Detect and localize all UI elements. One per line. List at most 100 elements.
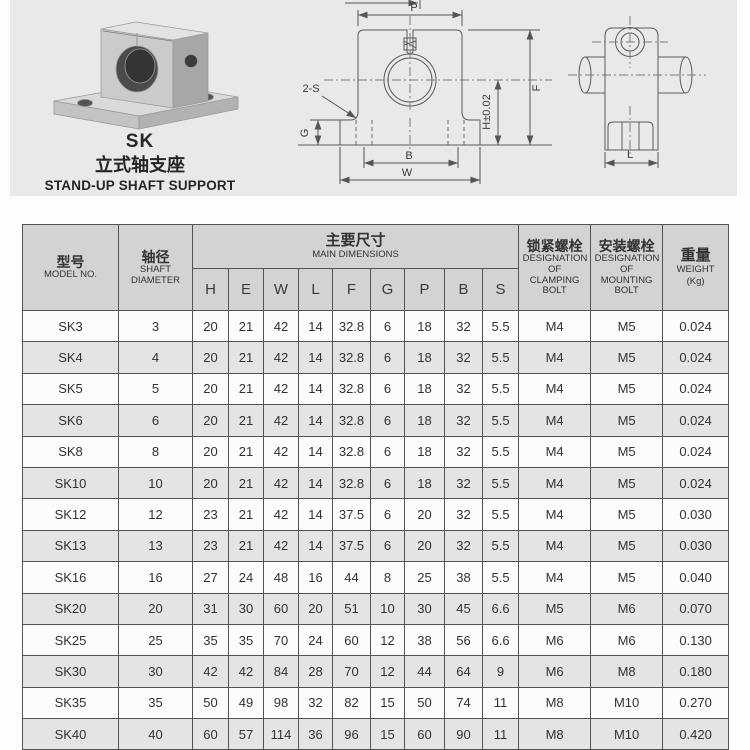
table-cell: SK16 [22, 561, 119, 594]
table-cell: 6 [370, 341, 405, 374]
table-cell: 18 [404, 466, 445, 500]
table-cell: SK4 [22, 341, 119, 374]
table-cell: 20 [192, 435, 229, 468]
table-cell: 32 [444, 372, 483, 406]
spec-table-head: 型号 MODEL NO. 轴径 SHAFT DIAMETER 主要尺寸 MAIN… [22, 224, 730, 311]
table-cell: M4 [518, 561, 592, 594]
table-cell: 0.030 [662, 498, 730, 531]
table-row: SK13 13 23 21 42 14 37.5 6 20 32 5.5 M4 M5 0.030 [22, 529, 730, 563]
table-cell: 0.180 [662, 655, 730, 688]
dim-letter-h: H [192, 268, 229, 311]
table-cell: 70 [263, 623, 299, 657]
col-header-shaft-cn: 轴径 [141, 248, 170, 265]
table-cell: 37.5 [332, 498, 371, 531]
col-header-mounting-en: DESIGNATION OF MOUNTING BOLT [594, 252, 660, 297]
table-cell: M4 [518, 435, 592, 468]
table-cell: 32.8 [332, 466, 371, 500]
table-cell: 51 [332, 592, 371, 625]
table-cell: SK35 [22, 686, 119, 720]
table-cell: 42 [263, 372, 299, 406]
table-row: SK6 6 20 21 42 14 32.8 6 18 32 5.5 M4 M5 0.024 [22, 404, 730, 437]
table-cell: SK25 [22, 623, 119, 657]
table-cell: 10 [118, 466, 193, 500]
table-cell: 42 [192, 655, 229, 688]
table-cell: 6 [370, 435, 405, 468]
table-cell: 20 [404, 529, 445, 563]
table-cell: 21 [228, 498, 264, 531]
table-cell: 20 [192, 309, 229, 343]
table-cell: 32.8 [332, 309, 371, 343]
table-cell: SK30 [22, 655, 119, 688]
table-row: SK4 4 20 21 42 14 32.8 6 18 32 5.5 M4 M5 0.024 [22, 341, 730, 374]
table-cell: 57 [228, 718, 264, 750]
table-cell: 0.024 [662, 435, 730, 468]
table-row: SK10 10 20 21 42 14 32.8 6 18 32 5.5 M4 M5 0.024 [22, 466, 730, 500]
table-cell: 32 [444, 498, 483, 531]
table-cell: 5.5 [481, 341, 520, 374]
table-row: SK25 25 35 35 70 24 60 12 38 56 6.6 M6 M6 0.130 [22, 623, 730, 657]
table-cell: 32 [444, 529, 483, 563]
table-cell: 50 [192, 686, 229, 720]
table-cell: 60 [263, 592, 299, 625]
table-cell: 5 [118, 372, 193, 406]
dim-letter-s: S [481, 268, 520, 311]
table-cell: 8 [370, 561, 405, 594]
table-cell: 15 [370, 686, 405, 720]
table-cell: 23 [192, 529, 229, 563]
table-cell: 16 [298, 561, 333, 594]
dim-letter-g: G [370, 268, 405, 311]
table-cell: 5.5 [481, 466, 520, 500]
table-row: SK3 3 20 21 42 14 32.8 6 18 32 5.5 M4 M5 0.024 [22, 309, 730, 343]
table-cell: 9 [481, 655, 520, 688]
table-cell: 21 [228, 466, 264, 500]
table-cell: M4 [518, 529, 592, 563]
table-row: SK35 35 50 49 98 32 82 15 50 74 11 M8 M10 0.270 [22, 686, 730, 720]
dim-letter-l: L [298, 268, 333, 311]
table-cell: M6 [590, 592, 664, 625]
table-cell: 20 [404, 498, 445, 531]
front-view: P 2-S G B W F [298, 0, 552, 184]
table-cell: 6 [370, 309, 405, 343]
drawing-band: P 2-S G B W F [10, 0, 737, 196]
table-cell: 4 [118, 341, 193, 374]
table-row: SK5 5 20 21 42 14 32.8 6 18 32 5.5 M4 M5 0.024 [22, 372, 730, 406]
table-cell: M8 [518, 686, 592, 720]
table-cell: 30 [118, 655, 193, 688]
table-cell: 35 [192, 623, 229, 657]
table-cell: SK40 [22, 718, 119, 750]
table-cell: 0.070 [662, 592, 730, 625]
table-cell: 13 [118, 529, 193, 563]
table-cell: 8 [118, 435, 193, 468]
side-view: L [568, 16, 706, 168]
table-cell: 15 [370, 718, 405, 750]
table-cell: 64 [444, 655, 483, 688]
table-cell: M4 [518, 404, 592, 437]
table-cell: 5.5 [481, 404, 520, 437]
table-cell: SK12 [22, 498, 119, 531]
table-cell: 0.024 [662, 341, 730, 374]
table-cell: 82 [332, 686, 371, 720]
table-cell: 38 [404, 623, 445, 657]
table-cell: 114 [263, 718, 299, 750]
col-header-model-en: MODEL NO. [44, 269, 97, 281]
table-cell: M4 [518, 466, 592, 500]
table-cell: 5.5 [481, 435, 520, 468]
table-cell: 70 [332, 655, 371, 688]
table-cell: M5 [590, 529, 664, 563]
table-cell: 0.030 [662, 529, 730, 563]
table-cell: M6 [590, 623, 664, 657]
table-cell: M6 [518, 623, 592, 657]
table-cell: 60 [192, 718, 229, 750]
table-cell: 32 [444, 404, 483, 437]
table-cell: 5.5 [481, 498, 520, 531]
col-header-mounting-bolt: 安装螺栓 DESIGNATION OF MOUNTING BOLT [590, 224, 664, 311]
table-cell: 6.6 [481, 592, 520, 625]
table-cell: M4 [518, 372, 592, 406]
table-cell: 5.5 [481, 372, 520, 406]
table-cell: 0.130 [662, 623, 730, 657]
table-cell: 44 [332, 561, 371, 594]
table-cell: 20 [192, 341, 229, 374]
table-cell: 0.024 [662, 309, 730, 343]
table-cell: 14 [298, 466, 333, 500]
